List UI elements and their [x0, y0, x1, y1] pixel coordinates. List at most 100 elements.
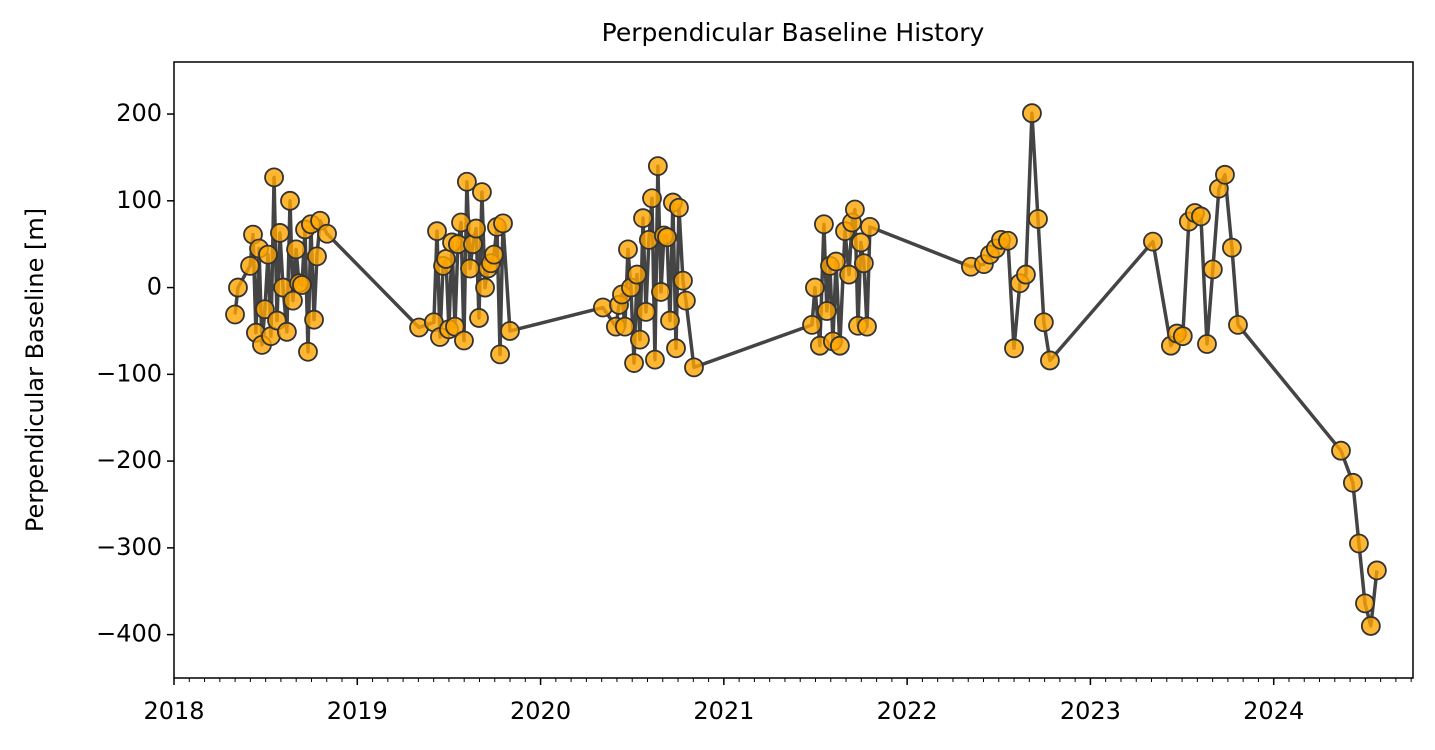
data-point [317, 223, 337, 244]
x-tick-label: 2018 [143, 697, 204, 725]
data-point [1022, 103, 1042, 124]
data-point [636, 301, 656, 322]
data-point [225, 304, 245, 325]
data-point [669, 197, 689, 218]
data-point [1331, 440, 1351, 461]
data-point [998, 230, 1018, 251]
data-point [647, 156, 668, 177]
data-point [472, 182, 492, 203]
data-point [1028, 209, 1048, 229]
data-point [845, 199, 865, 220]
data-point [802, 314, 822, 335]
data-point [1349, 533, 1369, 554]
x-tick-label: 2019 [327, 697, 388, 725]
data-point [1004, 338, 1024, 359]
data-point [460, 258, 480, 279]
data-point [1040, 350, 1060, 371]
data-point [657, 227, 677, 248]
data-point [1342, 472, 1363, 493]
data-point [304, 309, 324, 330]
x-tick-label: 2024 [1243, 697, 1304, 725]
data-point [673, 270, 693, 291]
data-point [1172, 326, 1193, 347]
data-point [490, 344, 510, 365]
data-point [592, 297, 613, 318]
data-point [283, 290, 303, 311]
data-point [684, 357, 704, 378]
data-point [826, 251, 846, 272]
data-point [469, 308, 489, 328]
data-point [307, 246, 327, 267]
data-point [1222, 237, 1242, 258]
data-point [493, 213, 513, 234]
data-point [624, 353, 644, 373]
data-point [475, 277, 495, 298]
data-point [851, 232, 871, 253]
data-point [630, 329, 650, 350]
data-point [264, 167, 284, 188]
data-point [816, 301, 837, 321]
data-point [456, 171, 477, 192]
data-point [676, 290, 696, 311]
x-tick-label: 2023 [1060, 697, 1121, 725]
data-point [857, 316, 877, 337]
y-tick-label: 100 [116, 186, 162, 214]
data-point [660, 310, 680, 331]
data-point [1228, 314, 1248, 335]
data-point [1355, 593, 1375, 614]
plot-frame [173, 61, 1414, 679]
data-point [454, 330, 474, 351]
data-point [255, 299, 275, 320]
data-point [860, 216, 880, 237]
data-point [805, 277, 825, 298]
data-point [839, 264, 859, 285]
data-point [270, 223, 290, 243]
x-tick-label: 2022 [877, 697, 938, 725]
data-point [1197, 334, 1217, 354]
data-point [1215, 164, 1235, 185]
data-point [1143, 231, 1163, 252]
data-point [298, 341, 318, 362]
y-tick-label: −200 [96, 446, 162, 474]
data-point [651, 282, 671, 302]
data-point [829, 335, 850, 356]
data-point [466, 218, 486, 239]
data-point [484, 244, 504, 265]
data-point [666, 338, 686, 359]
data-point [853, 253, 874, 274]
data-point [1033, 312, 1054, 333]
data-point [1016, 264, 1036, 285]
data-point [277, 321, 297, 342]
data-point [427, 221, 447, 242]
data-point [1366, 560, 1387, 581]
data-point [280, 190, 300, 211]
y-tick-label: −100 [96, 359, 162, 387]
data-point [1202, 259, 1223, 280]
data-point [240, 255, 260, 276]
data-point [286, 239, 306, 260]
data-point [627, 264, 647, 285]
data-point [633, 208, 653, 229]
data-point [500, 321, 520, 341]
data-point [645, 349, 665, 370]
x-tick-label: 2020 [510, 697, 571, 725]
y-tick-label: −400 [96, 620, 162, 648]
chart-title: Perpendicular Baseline History [602, 18, 985, 47]
x-tick-label: 2021 [693, 697, 754, 725]
data-point [614, 316, 635, 337]
data-point [445, 316, 465, 337]
y-tick-label: 200 [116, 99, 162, 127]
data-point [642, 188, 662, 209]
data-point [814, 214, 834, 235]
data-point [436, 249, 456, 269]
series-line [233, 111, 1379, 628]
data-point [228, 277, 248, 298]
y-tick-label: −300 [96, 533, 162, 561]
y-tick-label: 0 [147, 273, 162, 301]
data-point [1360, 616, 1381, 636]
data-point [618, 239, 638, 260]
data-point [1191, 206, 1211, 227]
data-point [258, 244, 278, 265]
data-point [292, 275, 312, 295]
